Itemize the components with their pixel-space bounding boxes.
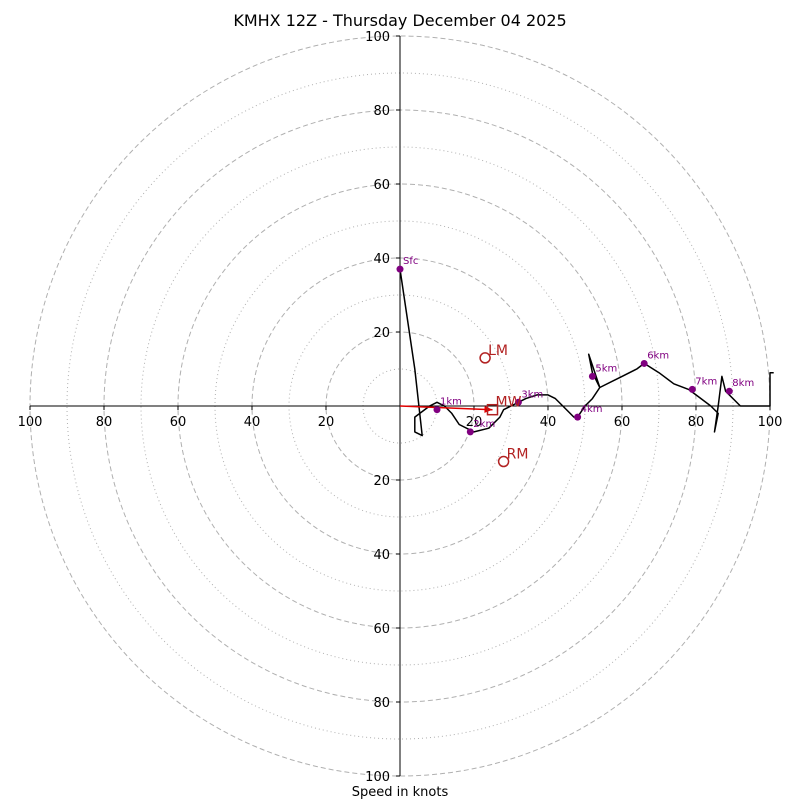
height-marker-5km	[588, 372, 596, 380]
y-tick-label: 20	[373, 326, 390, 341]
height-label-6km: 6km	[647, 350, 669, 361]
height-label-7km: 7km	[695, 376, 717, 387]
mean-wind-arrow	[399, 405, 493, 411]
height-marker-2km	[466, 428, 474, 436]
y-tick-label: 100	[365, 30, 390, 45]
height-marker-4km	[574, 413, 582, 421]
height-marker-3km	[514, 398, 522, 406]
height-marker-1km	[433, 406, 441, 414]
storm-motion-rm-marker	[497, 455, 510, 468]
x-tick-label: 60	[170, 415, 187, 430]
storm-motion-rm-label: RM	[507, 447, 529, 463]
height-label-sfc: Sfc	[403, 256, 418, 267]
height-marker-sfc	[396, 265, 404, 273]
height-marker-7km	[688, 385, 696, 393]
height-label-3km: 3km	[521, 389, 543, 400]
x-tick-label: 80	[688, 415, 705, 430]
x-tick-label: 20	[466, 415, 483, 430]
y-tick-labels: 100 80 60 40 20 20 40 60 80 100	[365, 30, 400, 785]
x-tick-label: 40	[540, 415, 557, 430]
height-marker-8km	[725, 387, 733, 395]
y-tick-label: 60	[373, 178, 390, 193]
y-tick-label: 80	[373, 104, 390, 119]
y-tick-label: 80	[373, 696, 390, 711]
height-label-1km: 1km	[440, 397, 462, 408]
height-label-4km: 4km	[581, 404, 603, 415]
x-tick-label: 80	[96, 415, 113, 430]
storm-motion-lm-marker	[479, 352, 491, 364]
y-tick-label: 20	[373, 474, 390, 489]
chart-title: KMHX 12Z - Thursday December 04 2025	[233, 11, 566, 30]
y-tick-label: 100	[365, 770, 390, 785]
height-label-8km: 8km	[732, 378, 754, 389]
wind-profile-line	[399, 268, 774, 437]
wind-profile	[399, 268, 774, 437]
storm-motions: LM RM MW	[479, 343, 529, 468]
x-tick-label: 40	[244, 415, 261, 430]
y-tick-label: 40	[373, 252, 390, 267]
x-tick-label: 20	[318, 415, 335, 430]
x-tick-label: 100	[758, 415, 783, 430]
y-tick-label: 40	[373, 548, 390, 563]
storm-motion-lm-label: LM	[488, 343, 508, 359]
x-axis-label: Speed in knots	[352, 785, 449, 800]
storm-motion-mw-marker	[486, 403, 499, 416]
mean-wind-arrow-head	[484, 405, 493, 413]
height-label-5km: 5km	[595, 363, 617, 374]
x-tick-labels: 100 80 60 40 20 20 40 60 80 100	[18, 406, 783, 430]
height-marker-6km	[640, 359, 648, 367]
y-tick-label: 60	[373, 622, 390, 637]
storm-motion-mw-label: MW	[496, 395, 522, 411]
height-markers: Sfc 1km 2km 3km 4km 5km 6km 7km 8km	[396, 256, 754, 436]
x-tick-label: 100	[18, 415, 43, 430]
x-tick-label: 60	[614, 415, 631, 430]
height-label-2km: 2km	[473, 419, 495, 430]
